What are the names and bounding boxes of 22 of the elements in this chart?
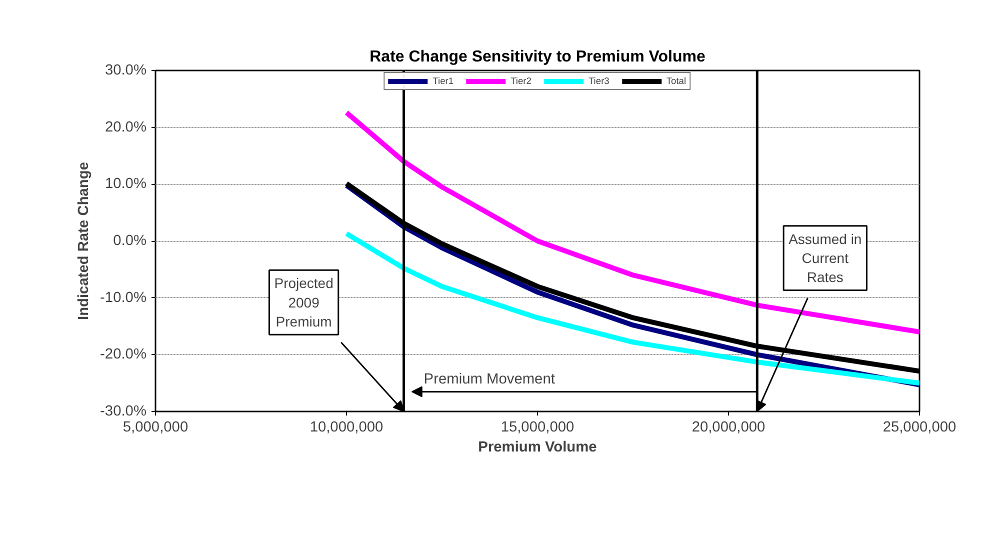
y-axis-title: Indicated Rate Change (76, 162, 92, 320)
x-tick-label: 25,000,000 (882, 420, 956, 436)
legend-label: Tier2 (510, 76, 532, 86)
y-tick-label: -10.0% (100, 290, 147, 306)
annotation: Premium Movement (424, 372, 555, 388)
x-tick-label: 15,000,000 (500, 420, 574, 436)
x-tick-label: 20,000,000 (692, 420, 766, 436)
x-tick-label: 10,000,000 (310, 420, 384, 436)
x-tick-label: 5,000,000 (122, 420, 188, 436)
y-tick-label: -20.0% (100, 346, 147, 363)
chart-title: Rate Change Sensitivity to Premium Volume (370, 48, 706, 66)
x-axis-title: Premium Volume (478, 440, 597, 456)
y-tick-label: 10.0% (104, 176, 147, 192)
y-tick-label: 30.0% (104, 62, 147, 78)
legend-label: Tier3 (588, 76, 610, 86)
y-tick-label: 0.0% (113, 233, 146, 249)
legend-label: Total (666, 76, 686, 86)
ref-line-label: Assumed in Current Rates (788, 230, 862, 286)
legend-label: Tier1 (432, 76, 454, 86)
y-tick-label: 20.0% (104, 119, 147, 136)
ref-line-label: Projected 2009 Premium (274, 275, 334, 330)
y-tick-label: -30.0% (100, 404, 147, 420)
